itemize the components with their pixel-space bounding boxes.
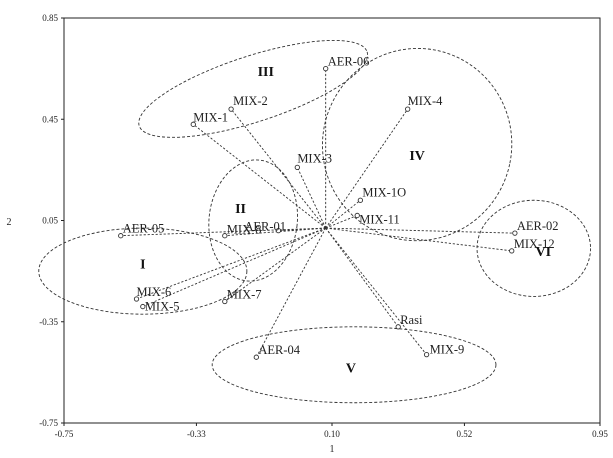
cluster-ellipse-v [211,326,497,404]
point-label-mix-1: MIX-1 [193,110,228,124]
cluster-label-ii: II [235,202,246,217]
point-label-aer-02: AER-02 [517,219,559,233]
point-label-mix-10: MIX-1O [362,185,406,199]
point-rasi [395,324,401,330]
point-mix-8 [222,233,228,239]
cluster-label-i: I [140,258,145,273]
ray-mix-11 [325,215,358,229]
ray-mix-12 [325,227,512,252]
y-tick-label: 0.05 [42,216,58,226]
ray-aer-05 [120,227,326,237]
point-label-mix-11: MIX-11 [359,212,400,226]
point-label-mix-4: MIX-4 [408,94,443,108]
point-aer-06 [323,65,329,72]
point-mix-10 [357,197,364,203]
point-mix-3 [294,164,300,170]
ray-mix-6 [136,227,326,300]
point-mix-4 [405,106,411,112]
point-label-rasi: Rasi [400,313,423,327]
point-aer-01 [275,227,282,234]
cluster-ellipse-ii [208,159,298,282]
cluster-ellipse-iv [322,47,513,242]
point-mix-6 [133,296,140,302]
point-aer-04 [253,354,259,360]
point-mix-5 [140,303,146,310]
y-tick-label: 0.45 [42,114,58,124]
point-label-mix-9: MIX-9 [430,343,465,357]
point-mix-9 [423,352,430,358]
point-label-mix-6: MIX-6 [137,285,172,299]
x-tick-label: -0.33 [187,429,206,439]
cluster-label-vi: VI [535,245,551,260]
point-label-mix-2: MIX-2 [233,94,268,108]
point-mix-1 [190,121,196,127]
ray-mix-3 [296,167,327,229]
ray-mix-2 [230,108,327,229]
point-mix-7 [222,298,228,305]
point-label-mix-7: MIX-7 [227,288,262,302]
x-axis-title: 1 [330,444,335,455]
y-tick-label: -0.75 [39,418,58,428]
ray-mix-4 [325,108,409,229]
point-label-mix-8: MIX-8 [227,223,262,237]
ray-mix-9 [325,227,427,355]
x-tick-label: 0.10 [324,429,340,439]
cluster-label-v: V [346,361,356,376]
ray-mix-1 [192,123,326,229]
point-label-aer-06: AER-06 [328,55,370,69]
ray-aer-04 [255,227,327,358]
x-tick-label: -0.75 [55,429,74,439]
y-axis-title: 2 [7,217,12,228]
axis-ticks: -0.75 -0.33 0.10 0.52 0.95 0.85 0.45 0.05 -0.35 -… [39,13,608,439]
point-mix-12 [509,248,515,254]
point-aer-05 [118,233,124,239]
point-label-aer-05: AER-05 [123,222,165,236]
ray-aer-02 [325,227,515,234]
point-label-mix-3: MIX-3 [297,151,332,165]
point-label-mix-12: MIX-12 [514,237,555,251]
cluster-label-iv: IV [409,149,425,164]
cluster-ellipse-i [38,227,248,315]
point-mix-11 [354,212,360,219]
ray-mix-7 [224,227,326,302]
point-aer-02 [512,230,518,236]
x-tick-label: 0.52 [457,429,473,439]
rays-from-center [120,68,515,358]
x-tick-label: 0.95 [592,429,608,439]
point-mix-2 [228,106,234,112]
ray-mix-5 [142,227,326,307]
cluster-ellipse-iii [138,39,369,138]
ray-mix-10 [325,199,361,229]
point-label-aer-01: AER-01 [244,220,286,234]
cluster-ellipse-vi [476,199,591,297]
y-tick-label: 0.85 [42,13,58,23]
point-label-aer-04: AER-04 [258,343,300,357]
cluster-label-iii: III [258,65,274,80]
ray-rasi [325,227,399,328]
point-label-mix-5: MIX-5 [145,300,180,314]
y-tick-label: -0.35 [39,317,58,327]
